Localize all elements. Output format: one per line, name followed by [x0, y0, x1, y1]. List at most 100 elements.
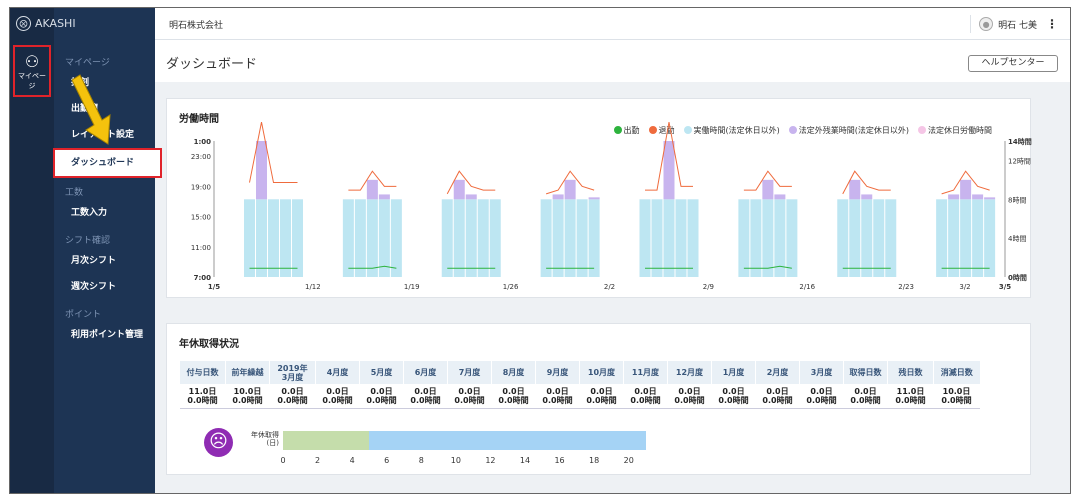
overtime-bar[interactable]	[256, 141, 267, 200]
overtime-bar[interactable]	[366, 179, 378, 200]
overtime-bar[interactable]	[762, 179, 774, 200]
clock-out-line[interactable]	[348, 170, 397, 191]
leave-axis-tick: 6	[384, 456, 390, 465]
overtime-bar[interactable]	[663, 141, 675, 200]
legend-item[interactable]: 法定外残業時間(法定休日以外)	[788, 125, 909, 136]
actual-hours-bar[interactable]	[663, 199, 675, 277]
clock-out-line[interactable]	[941, 170, 990, 195]
more-vert-icon[interactable]: ⋮	[1046, 17, 1058, 31]
overtime-bar[interactable]	[588, 197, 600, 200]
clock-out-line[interactable]	[645, 122, 693, 191]
actual-hours-bar[interactable]	[972, 199, 984, 277]
actual-hours-bar[interactable]	[342, 199, 354, 277]
leave-hours: 0.0時間	[674, 395, 705, 405]
actual-hours-bar[interactable]	[861, 199, 873, 277]
legend-item[interactable]: 実働時間(法定休日以外)	[683, 125, 780, 136]
actual-hours-bar[interactable]	[675, 199, 687, 277]
overtime-bar[interactable]	[948, 194, 960, 200]
overtime-bar[interactable]	[453, 179, 465, 200]
actual-hours-bar[interactable]	[885, 199, 897, 277]
actual-hours-bar[interactable]	[984, 199, 996, 277]
actual-hours-bar[interactable]	[576, 199, 588, 277]
clock-out-line[interactable]	[545, 170, 595, 195]
overtime-bar[interactable]	[378, 194, 390, 200]
sidebar-item[interactable]: 月次シフト	[71, 256, 117, 266]
actual-hours-bar[interactable]	[256, 199, 267, 277]
sidebar-section-title: 工数	[65, 188, 84, 198]
overtime-bar[interactable]	[972, 194, 984, 200]
leave-value-cell: 10.0日 0.0時間	[933, 384, 980, 409]
sidebar-item[interactable]: 週次シフト	[71, 282, 117, 292]
annotation-arrow-icon	[71, 74, 111, 145]
actual-hours-bar[interactable]	[378, 199, 390, 277]
legend-item[interactable]: 法定休日労働時間	[918, 125, 992, 136]
actual-hours-bar[interactable]	[268, 199, 279, 277]
actual-hours-bar[interactable]	[465, 199, 477, 277]
user-menu[interactable]: ● 明石 七美 ⋮	[970, 15, 1058, 33]
overtime-bar[interactable]	[552, 194, 564, 200]
clock-out-line[interactable]	[743, 170, 792, 191]
clock-out-line[interactable]	[842, 170, 891, 195]
actual-hours-bar[interactable]	[750, 199, 762, 277]
leave-header-cell: 3月度	[799, 361, 844, 384]
sidebar-item[interactable]: ダッシュボード	[53, 148, 162, 178]
actual-hours-bar[interactable]	[960, 199, 972, 277]
actual-hours-bar[interactable]	[849, 199, 861, 277]
sidebar-item[interactable]: 出勤簿	[71, 104, 99, 114]
actual-hours-bar[interactable]	[477, 199, 489, 277]
actual-hours-bar[interactable]	[453, 199, 465, 277]
actual-hours-bar[interactable]	[280, 199, 291, 277]
actual-hours-bar[interactable]	[441, 199, 453, 277]
actual-hours-bar[interactable]	[292, 199, 303, 277]
actual-hours-bar[interactable]	[936, 199, 948, 277]
overtime-bar[interactable]	[861, 194, 873, 200]
overtime-bar[interactable]	[984, 197, 996, 200]
leave-days: 11.0日	[896, 386, 925, 396]
x-tick-label: 2/9	[703, 283, 714, 291]
leave-hours: 0.0時間	[762, 395, 793, 405]
clock-in-line[interactable]	[743, 265, 792, 269]
leave-title: 年休取得状況	[179, 339, 239, 350]
app-logo[interactable]: ⨂ AKASHI	[10, 8, 155, 38]
actual-hours-bar[interactable]	[948, 199, 960, 277]
help-center-button[interactable]: ヘルプセンター	[968, 55, 1058, 72]
legend-item[interactable]: 退勤	[648, 125, 675, 136]
actual-hours-bar[interactable]	[774, 199, 786, 277]
actual-hours-bar[interactable]	[390, 199, 402, 277]
actual-hours-bar[interactable]	[354, 199, 366, 277]
overtime-bar[interactable]	[960, 179, 972, 200]
actual-hours-bar[interactable]	[651, 199, 663, 277]
title-bar: ダッシュボード ヘルプセンター	[155, 40, 1070, 82]
overtime-bar[interactable]	[465, 194, 477, 200]
left-tick-label: 19:00	[191, 183, 211, 191]
sidebar-item[interactable]: 利用ポイント管理	[71, 330, 144, 340]
actual-hours-bar[interactable]	[489, 199, 501, 277]
clock-in-line[interactable]	[348, 265, 397, 269]
actual-hours-bar[interactable]	[244, 199, 255, 277]
actual-hours-bar[interactable]	[540, 199, 552, 277]
overtime-bar[interactable]	[774, 194, 786, 200]
actual-hours-bar[interactable]	[552, 199, 564, 277]
legend-dot-icon	[683, 126, 692, 134]
leave-axis-tick: 18	[589, 456, 600, 465]
overtime-bar[interactable]	[564, 179, 576, 200]
clock-out-line[interactable]	[249, 122, 298, 184]
left-tick-label: 11:00	[191, 244, 211, 252]
actual-hours-bar[interactable]	[837, 199, 849, 277]
leave-axis-tick: 8	[418, 456, 424, 465]
actual-hours-bar[interactable]	[564, 199, 576, 277]
actual-hours-bar[interactable]	[738, 199, 750, 277]
actual-hours-bar[interactable]	[687, 199, 699, 277]
actual-hours-bar[interactable]	[873, 199, 885, 277]
actual-hours-bar[interactable]	[366, 199, 378, 277]
actual-hours-bar[interactable]	[639, 199, 651, 277]
actual-hours-bar[interactable]	[588, 199, 600, 277]
clock-out-line[interactable]	[446, 170, 496, 195]
actual-hours-bar[interactable]	[762, 199, 774, 277]
overtime-bar[interactable]	[849, 179, 861, 200]
leave-value-cell: 0.0日 0.0時間	[359, 384, 404, 409]
rail-mypage-button[interactable]: ⚇ マイページ	[13, 45, 51, 97]
sidebar-item[interactable]: 工数入力	[71, 208, 108, 218]
legend-item[interactable]: 出勤	[613, 125, 640, 136]
actual-hours-bar[interactable]	[786, 199, 798, 277]
